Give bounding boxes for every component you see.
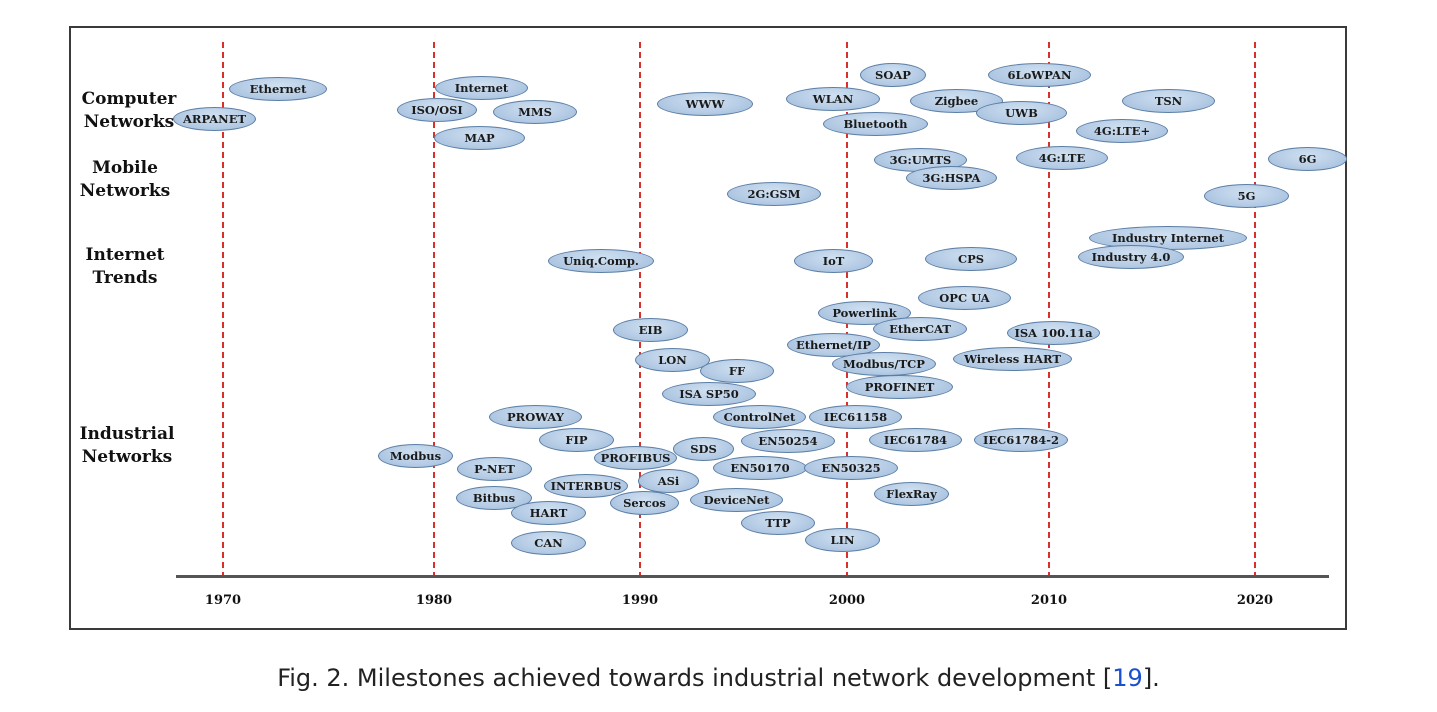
category-mobile-networks: Mobile Networks	[60, 157, 190, 203]
milestone-arpanet: ARPANET	[173, 107, 256, 131]
decade-line-2010	[1048, 42, 1050, 578]
milestone-lon: LON	[635, 348, 710, 372]
milestone-interbus: INTERBUS	[544, 474, 628, 498]
category-computer-networks: Computer Networks	[64, 88, 194, 134]
milestone-iot: IoT	[794, 249, 873, 273]
milestone-uniq-comp: Uniq.Comp.	[548, 249, 654, 273]
year-label-2000: 2000	[828, 593, 866, 608]
decade-line-1970	[222, 42, 224, 578]
milestone-hart: HART	[511, 501, 586, 525]
milestone-internet: Internet	[435, 76, 528, 100]
year-label-2010: 2010	[1030, 593, 1068, 608]
category-label-line: Networks	[79, 181, 171, 201]
milestone-opc-ua: OPC UA	[918, 286, 1011, 310]
milestone-iec61784: IEC61784	[869, 428, 962, 452]
milestone-ttp: TTP	[741, 511, 815, 535]
milestone-p-net: P-NET	[457, 457, 532, 481]
milestone-2g-gsm: 2G:GSM	[727, 182, 821, 206]
category-label-line: Mobile	[92, 158, 158, 178]
category-label-line: Networks	[83, 112, 175, 132]
milestone-map: MAP	[434, 126, 525, 150]
milestone-en50325: EN50325	[804, 456, 898, 480]
milestone-en50170: EN50170	[713, 456, 807, 480]
milestone-eib: EIB	[613, 318, 688, 342]
caption-text: Fig. 2. Milestones achieved towards indu…	[277, 664, 1113, 692]
milestone-www: WWW	[657, 92, 753, 116]
category-internet-trends: Internet Trends	[60, 244, 190, 290]
milestone-sds: SDS	[673, 437, 734, 461]
milestone-flexray: FlexRay	[874, 482, 949, 506]
milestone-bitbus: Bitbus	[456, 486, 532, 510]
decade-line-1990	[639, 42, 641, 578]
milestone-can: CAN	[511, 531, 586, 555]
milestone-iec61158: IEC61158	[809, 405, 902, 429]
milestone-asi: ASi	[638, 469, 699, 493]
milestone-controlnet: ControlNet	[713, 405, 806, 429]
milestone-devicenet: DeviceNet	[690, 488, 783, 512]
category-label-line: Networks	[81, 447, 173, 467]
category-label-line: Industrial	[79, 424, 175, 444]
milestone-6g: 6G	[1268, 147, 1347, 171]
milestone-bluetooth: Bluetooth	[823, 112, 928, 136]
year-label-2020: 2020	[1236, 593, 1274, 608]
citation-link[interactable]: 19	[1112, 664, 1143, 692]
milestone-en50254: EN50254	[741, 429, 835, 453]
milestone-industry-4-0: Industry 4.0	[1078, 245, 1184, 269]
milestone-powerlink: Powerlink	[818, 301, 911, 325]
milestone-6lowpan: 6LoWPAN	[988, 63, 1091, 87]
milestone-cps: CPS	[925, 247, 1017, 271]
category-label-line: Trends	[92, 268, 158, 288]
milestone-zigbee: Zigbee	[910, 89, 1003, 113]
year-label-1990: 1990	[621, 593, 659, 608]
year-label-1980: 1980	[415, 593, 453, 608]
milestone-iso-osi: ISO/OSI	[397, 98, 477, 122]
timeline-axis	[176, 575, 1329, 578]
category-industrial-networks: Industrial Networks	[62, 423, 192, 469]
milestone-uwb: UWB	[976, 101, 1067, 125]
milestone-ethernet: Ethernet	[229, 77, 327, 101]
milestone-4g-lte-plus: 4G:LTE+	[1076, 119, 1168, 143]
decade-line-1980	[433, 42, 435, 578]
milestone-profibus: PROFIBUS	[594, 446, 677, 470]
figure-frame	[69, 26, 1347, 630]
milestone-fip: FIP	[539, 428, 614, 452]
milestone-industry-internet: Industry Internet	[1089, 226, 1247, 250]
milestone-modbus-tcp: Modbus/TCP	[832, 352, 936, 376]
milestone-wlan: WLAN	[786, 87, 880, 111]
milestone-5g: 5G	[1204, 184, 1289, 208]
milestone-ethernet-ip: Ethernet/IP	[787, 333, 880, 357]
milestone-sercos: Sercos	[610, 491, 679, 515]
milestone-lin: LIN	[805, 528, 880, 552]
milestone-isa-100-11a: ISA 100.11a	[1007, 321, 1100, 345]
milestone-soap: SOAP	[860, 63, 926, 87]
figure-caption: Fig. 2. Milestones achieved towards indu…	[0, 664, 1437, 692]
milestone-ff: FF	[700, 359, 774, 383]
milestone-3g-hspa: 3G:HSPA	[906, 166, 997, 190]
decade-line-2020	[1254, 42, 1256, 578]
milestone-iec61784-2: IEC61784-2	[974, 428, 1068, 452]
caption-text-end: ].	[1142, 664, 1160, 692]
milestone-wireless-hart: Wireless HART	[953, 347, 1072, 371]
milestone-ethercat: EtherCAT	[873, 317, 967, 341]
milestone-proway: PROWAY	[489, 405, 582, 429]
year-label-1970: 1970	[204, 593, 242, 608]
category-label-line: Computer	[81, 89, 177, 109]
milestone-isa-sp50: ISA SP50	[662, 382, 756, 406]
milestone-4g-lte: 4G:LTE	[1016, 146, 1108, 170]
milestone-profinet: PROFINET	[846, 375, 953, 399]
milestone-mms: MMS	[493, 100, 577, 124]
milestone-modbus: Modbus	[378, 444, 453, 468]
category-label-line: Internet	[85, 245, 165, 265]
milestone-tsn: TSN	[1122, 89, 1215, 113]
